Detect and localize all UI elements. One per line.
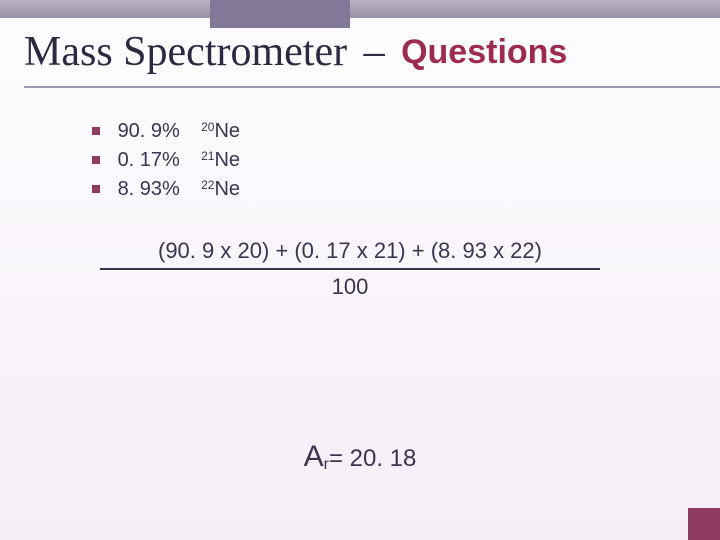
list-item: 8. 93% 22Ne (92, 178, 240, 201)
title-main: Mass Spectrometer (24, 29, 347, 75)
title-sub: Questions (401, 33, 567, 71)
isotope-element: Ne (214, 149, 240, 171)
top-band-decoration (0, 0, 720, 18)
bullet-marker-icon (92, 156, 100, 164)
isotope-percent: 8. 93% (118, 178, 192, 201)
bullet-list: 90. 9% 20Ne 0. 17% 21Ne 8. 93% 22Ne (92, 120, 240, 207)
bullet-marker-icon (92, 127, 100, 135)
isotope-percent: 90. 9% (118, 120, 192, 143)
isotope-percent: 0. 17% (118, 149, 192, 172)
isotope-mass: 20 (201, 120, 214, 134)
result-value: 20. 18 (350, 445, 417, 472)
fraction-bar (100, 268, 600, 270)
title-underline (24, 86, 720, 88)
bullet-marker-icon (92, 185, 100, 193)
title-dash: – (364, 29, 385, 75)
slide-title: Mass Spectrometer – Questions (24, 28, 567, 76)
result-symbol-a: A (304, 440, 324, 473)
list-item: 90. 9% 20Ne (92, 120, 240, 143)
slide: Mass Spectrometer – Questions 90. 9% 20N… (0, 0, 720, 540)
result-equals: = (329, 445, 350, 472)
formula: (90. 9 x 20) + (0. 17 x 21) + (8. 93 x 2… (100, 238, 600, 300)
list-item: 0. 17% 21Ne (92, 149, 240, 172)
formula-numerator: (90. 9 x 20) + (0. 17 x 21) + (8. 93 x 2… (100, 238, 600, 264)
result-line: Ar= 20. 18 (0, 440, 720, 474)
isotope-mass: 21 (201, 149, 214, 163)
isotope-element: Ne (214, 120, 240, 142)
top-block-decoration (210, 0, 350, 28)
isotope-mass: 22 (201, 178, 214, 192)
corner-decoration (688, 508, 720, 540)
isotope-element: Ne (214, 178, 240, 200)
formula-denominator: 100 (100, 274, 600, 300)
